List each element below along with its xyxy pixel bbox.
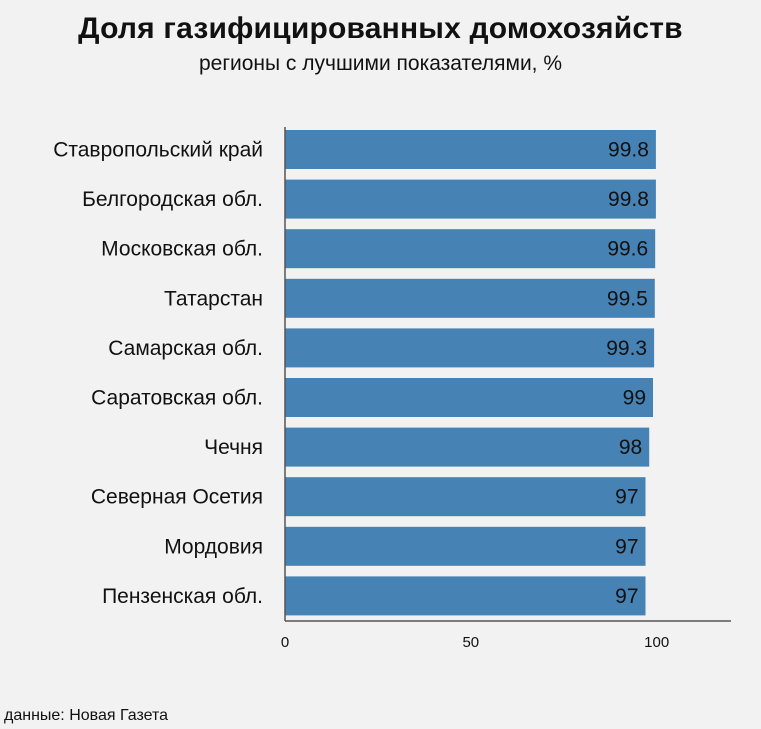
bar <box>285 477 646 517</box>
bar <box>285 427 650 467</box>
x-tick-label: 0 <box>281 634 289 651</box>
category-label: Татарстан <box>164 287 263 310</box>
value-label: 97 <box>615 535 638 558</box>
chart-title: Доля газифицированных домохозяйств <box>78 12 683 45</box>
x-tick-label: 100 <box>644 634 669 651</box>
value-label: 99.3 <box>606 337 647 360</box>
x-tick-label: 50 <box>462 634 479 651</box>
bar <box>285 278 655 318</box>
bar <box>285 179 656 219</box>
bar <box>285 576 646 616</box>
value-label: 99 <box>623 387 646 410</box>
bar <box>285 130 656 169</box>
category-label: Московская обл. <box>101 238 263 261</box>
bars-group: Ставропольский край 99.8 Белгородская обл.… <box>53 130 656 616</box>
bar <box>285 526 646 566</box>
value-label: 99.6 <box>607 238 648 261</box>
category-label: Северная Осетия <box>91 486 263 509</box>
value-label: 97 <box>615 585 638 608</box>
category-label: Мордовия <box>164 535 263 558</box>
data-source: данные: Новая Газета <box>4 707 169 724</box>
category-label: Пензенская обл. <box>102 585 263 608</box>
category-label: Ставропольский край <box>53 139 263 162</box>
category-label: Белгородская обл. <box>82 188 263 211</box>
category-label: Самарская обл. <box>108 337 263 360</box>
bar <box>285 229 656 269</box>
category-label: Чечня <box>204 436 263 459</box>
value-label: 97 <box>615 486 638 509</box>
category-label: Саратовская обл. <box>91 387 263 410</box>
value-label: 99.5 <box>607 287 648 310</box>
bar <box>285 378 653 417</box>
value-label: 98 <box>619 436 642 459</box>
chart-subtitle: регионы с лучшими показателями, % <box>198 52 563 75</box>
bar <box>285 328 655 368</box>
value-label: 99.8 <box>608 188 649 211</box>
value-label: 99.8 <box>608 139 649 162</box>
axes-group: 0 50 100 <box>281 127 731 651</box>
